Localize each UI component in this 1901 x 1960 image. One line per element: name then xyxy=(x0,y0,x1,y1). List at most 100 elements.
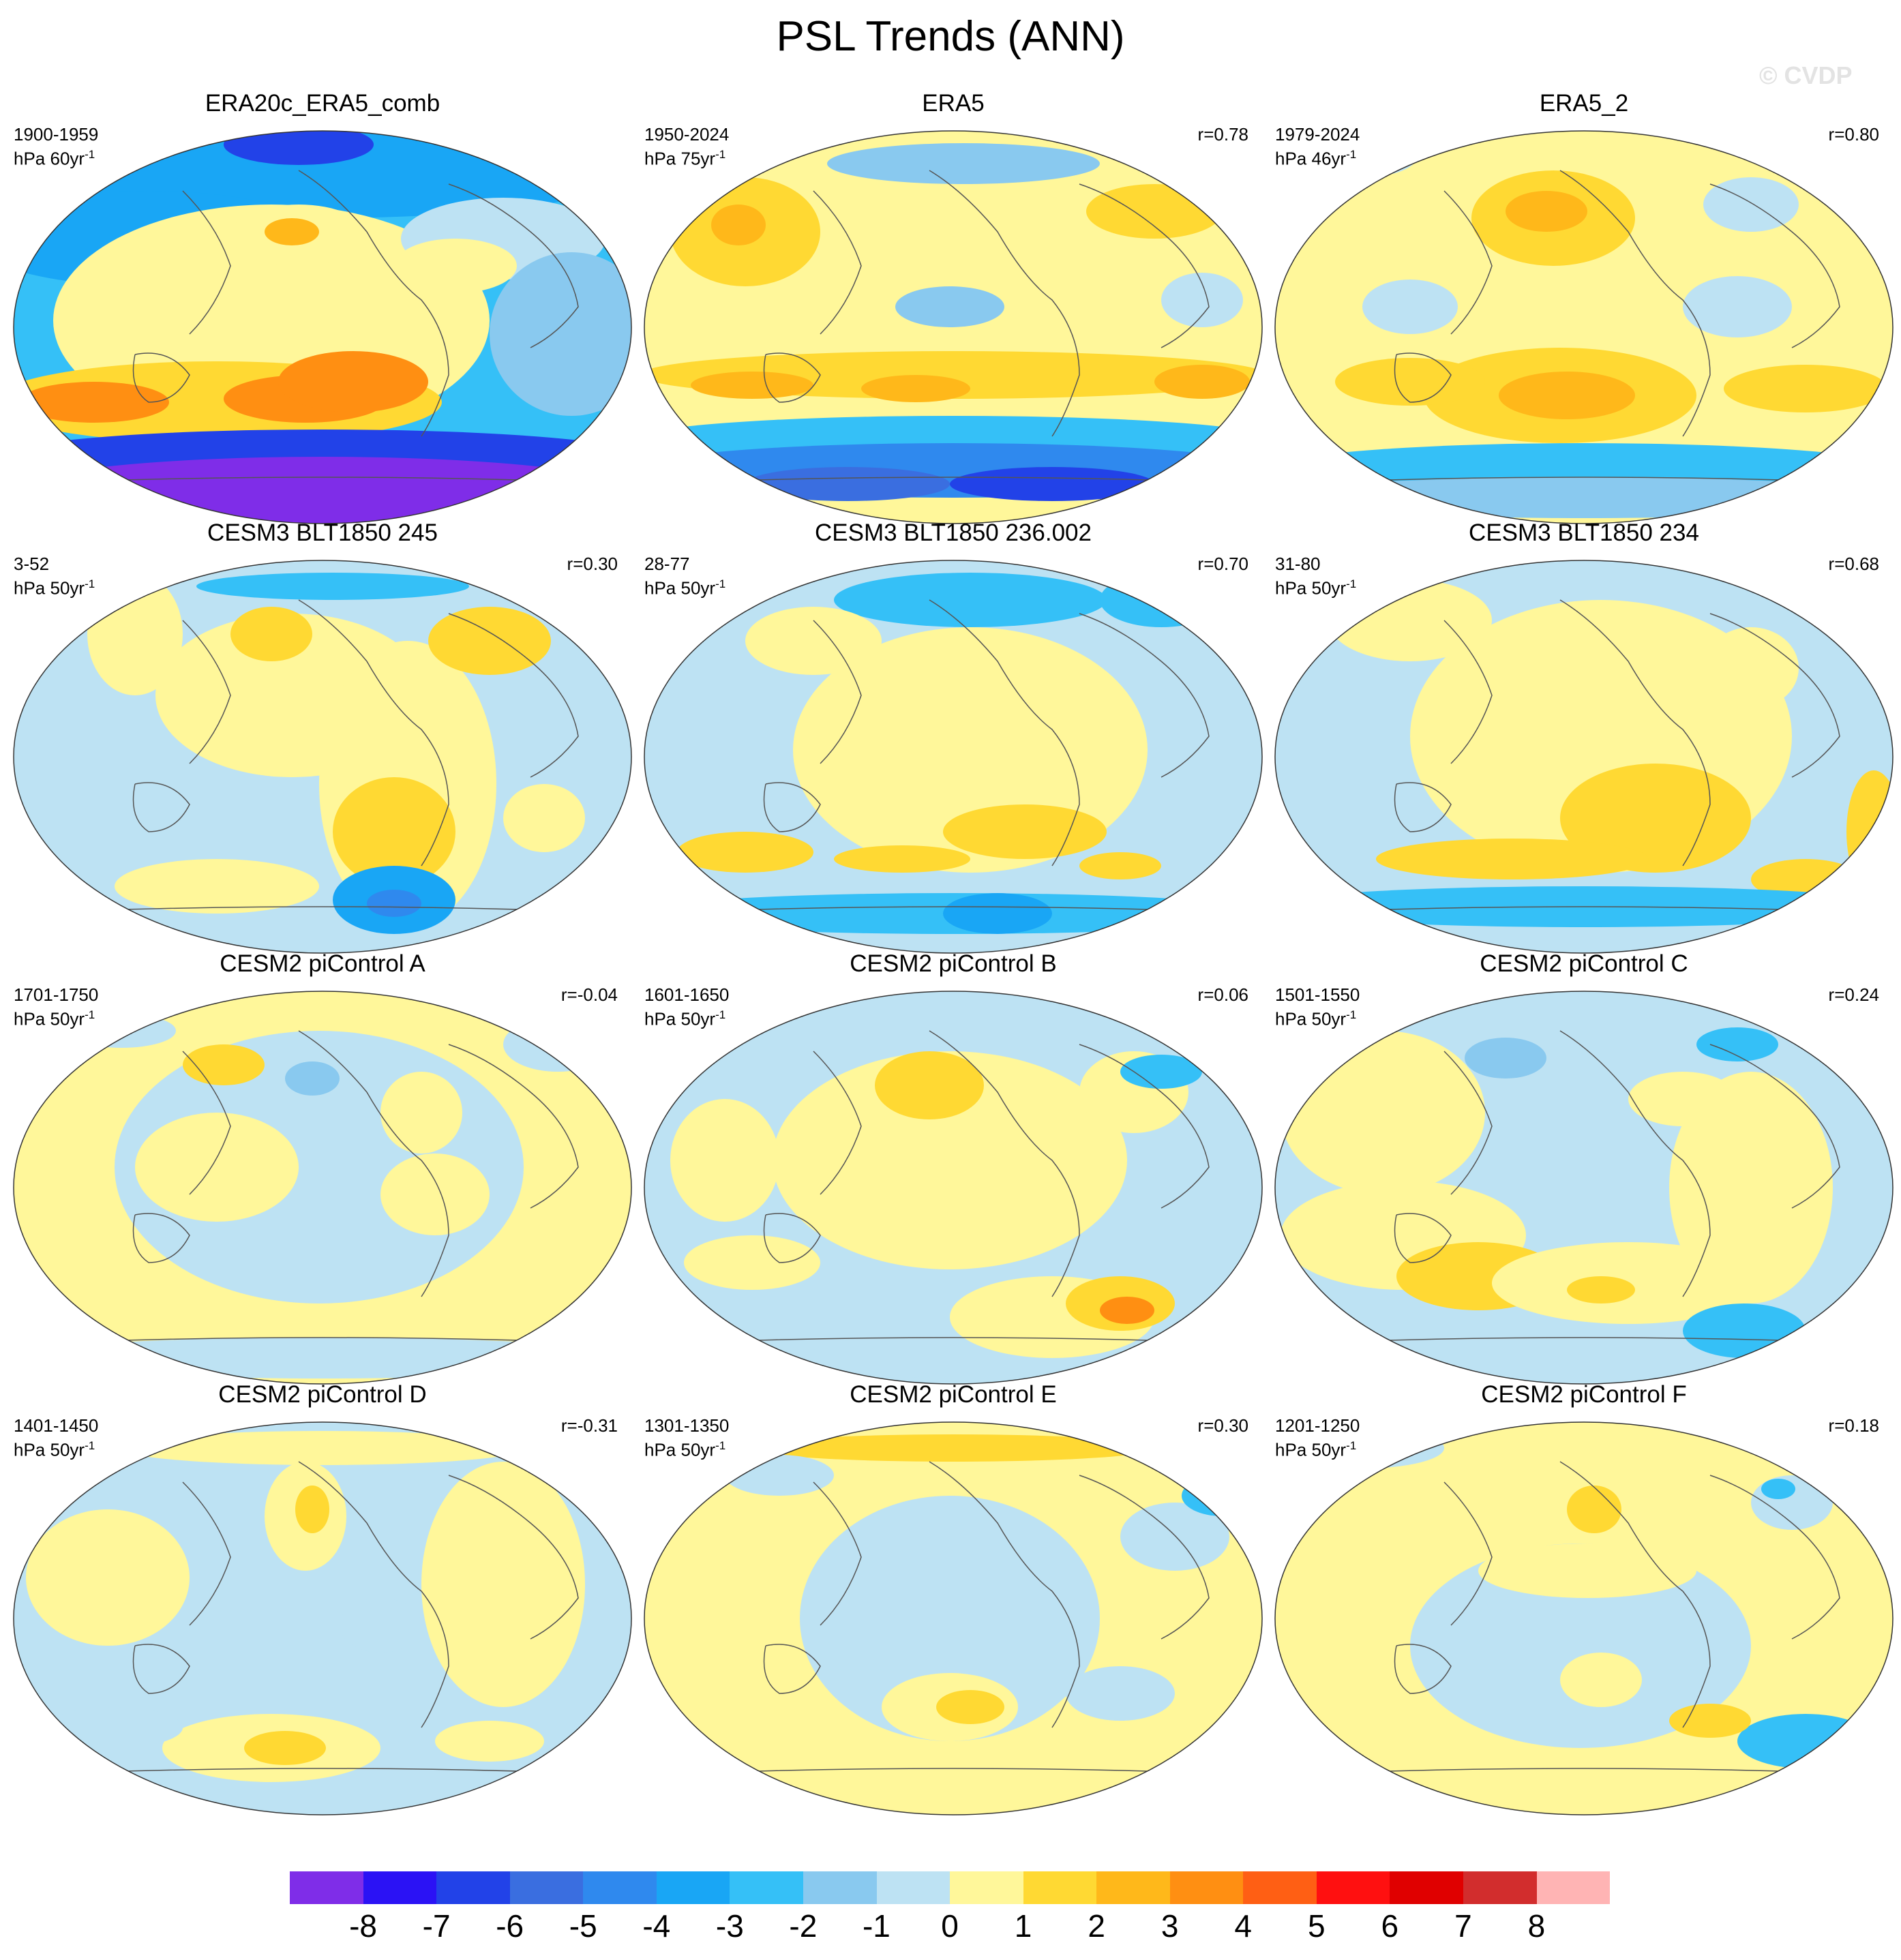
panel-title: CESM3 BLT1850 234 xyxy=(1469,519,1699,546)
coastline xyxy=(929,1030,1080,1297)
map-outline xyxy=(644,991,1263,1385)
trend-contour xyxy=(26,1509,190,1646)
figure-title: PSL Trends (ANN) xyxy=(776,13,1125,60)
trend-contour xyxy=(1478,1543,1696,1598)
trend-contour xyxy=(1100,573,1223,627)
trend-contour xyxy=(1465,1038,1546,1079)
coastline xyxy=(1709,1044,1840,1209)
map-outline xyxy=(1274,130,1893,524)
colorbar-tick-label: -1 xyxy=(862,1908,890,1944)
trend-contour xyxy=(265,218,319,245)
trend-contour xyxy=(895,286,1004,327)
correlation-label: r=0.06 xyxy=(1197,984,1248,1005)
trend-contour xyxy=(1724,365,1887,412)
trend-contour xyxy=(244,1731,326,1765)
coastline xyxy=(1559,599,1711,866)
trend-contour xyxy=(333,777,455,886)
coastline xyxy=(132,352,190,403)
robinson-map xyxy=(644,560,1263,954)
panel-title: CESM2 piControl C xyxy=(1480,950,1688,977)
colorbar-tick-label: 2 xyxy=(1088,1908,1105,1944)
coastline xyxy=(1443,190,1493,335)
panel-title: ERA5 xyxy=(922,90,985,117)
coastline xyxy=(813,620,862,764)
colorbar-box xyxy=(876,1871,950,1904)
colorbar-box xyxy=(509,1871,584,1904)
colorbar-box xyxy=(1096,1871,1170,1904)
coastline xyxy=(298,170,449,437)
panel-title: CESM2 piControl B xyxy=(850,950,1057,977)
trend-contour xyxy=(1567,1276,1635,1303)
trend-contour xyxy=(745,607,882,675)
map-outline xyxy=(13,130,632,524)
colorbar-box xyxy=(803,1871,877,1904)
period-label: 1401-1450 xyxy=(14,1415,99,1436)
trend-contour xyxy=(950,467,1154,501)
colorbar-tick-label: 4 xyxy=(1234,1908,1253,1944)
trend-contour xyxy=(943,893,1052,934)
trend-contour xyxy=(278,351,428,412)
coastline xyxy=(132,782,190,832)
trend-contour xyxy=(691,372,813,399)
colorbar-tick-label: 3 xyxy=(1161,1908,1179,1944)
coastline xyxy=(298,599,449,866)
trend-contour xyxy=(1683,276,1792,337)
coastline xyxy=(1709,1475,1840,1640)
correlation-label: r=0.18 xyxy=(1828,1415,1879,1436)
correlation-label: r=0.24 xyxy=(1828,984,1879,1005)
coastline xyxy=(1709,183,1840,348)
trend-contour xyxy=(1669,1704,1751,1738)
panel-title: CESM2 piControl D xyxy=(218,1381,427,1408)
robinson-map xyxy=(644,1421,1263,1815)
trend-contour xyxy=(1335,358,1485,406)
panel-period-units: 1201-1250 hPa 50yr-1 xyxy=(1275,1415,1360,1460)
trend-contour xyxy=(503,1017,612,1072)
units-label: hPa 50yr-1 xyxy=(644,1008,726,1029)
panel-period-units: 1900-1959 hPa 60yr-1 xyxy=(14,124,98,169)
coastline xyxy=(929,170,1080,437)
coastline xyxy=(1443,1051,1493,1195)
trend-contour xyxy=(1120,1503,1229,1571)
units-label: hPa 60yr-1 xyxy=(14,148,95,169)
colorbar-tick-label: -2 xyxy=(789,1908,818,1944)
trend-contour xyxy=(875,1051,984,1119)
period-label: 1201-1250 xyxy=(1275,1415,1360,1436)
trend-contour xyxy=(46,1707,183,1748)
coastline xyxy=(813,1051,862,1195)
panel-title: CESM3 BLT1850 245 xyxy=(207,519,438,546)
map-panel: CESM2 piControl A 1701-1750 hPa 50yr-1 r=-0… xyxy=(12,950,633,1385)
map-outline xyxy=(644,130,1263,524)
robinson-map xyxy=(13,560,632,954)
trend-contour xyxy=(834,573,1107,627)
robinson-map xyxy=(644,991,1263,1385)
correlation-label: r=-0.04 xyxy=(560,984,618,1005)
trend-contour xyxy=(684,1235,820,1290)
trend-contour xyxy=(773,1051,1127,1269)
colorbar-tick-label: -3 xyxy=(715,1908,744,1944)
trend-contour xyxy=(1669,1072,1833,1303)
trend-contour xyxy=(1506,191,1587,232)
map-outline xyxy=(1274,1421,1893,1815)
period-label: 31-80 xyxy=(1275,554,1321,574)
trend-contour xyxy=(807,1338,970,1378)
map-outline xyxy=(13,560,632,954)
panel-period-units: 28-77 hPa 50yr-1 xyxy=(644,554,725,599)
map-outline xyxy=(644,1421,1263,1815)
units-label: hPa 75yr-1 xyxy=(644,148,726,169)
units-label: hPa 50yr-1 xyxy=(644,1439,726,1460)
coastline xyxy=(1394,1644,1452,1694)
trend-contour xyxy=(421,1462,585,1707)
trend-contour xyxy=(1683,1303,1806,1358)
colorbar-tick-label: 5 xyxy=(1307,1908,1326,1944)
coastline xyxy=(1394,782,1452,832)
map-outline xyxy=(1274,560,1893,954)
colorbar-box xyxy=(730,1871,803,1904)
trend-contour xyxy=(115,859,319,914)
map-panel: ERA20c_ERA5_comb 1900-1959 hPa 60yr-1 xyxy=(12,90,633,525)
period-label: 1900-1959 xyxy=(14,124,99,145)
coastline xyxy=(929,1461,1080,1728)
map-outline xyxy=(644,560,1263,954)
period-label: 1301-1350 xyxy=(644,1415,730,1436)
correlation-label: r=0.80 xyxy=(1828,124,1879,145)
map-outline xyxy=(13,991,632,1385)
